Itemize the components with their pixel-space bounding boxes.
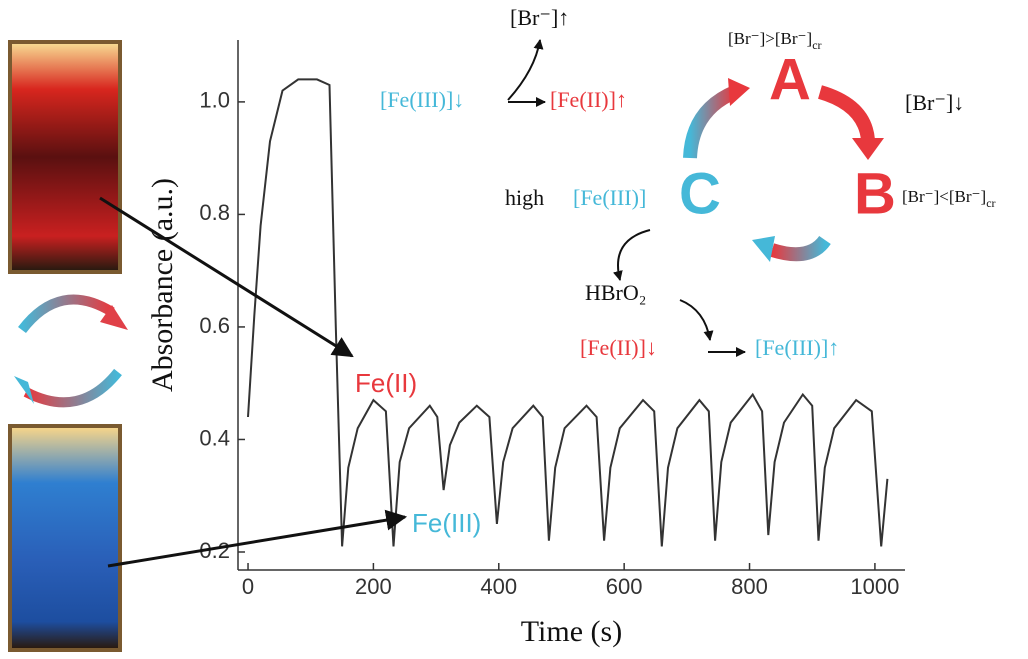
arrow-head <box>752 236 775 262</box>
cycle-arrow <box>817 85 875 142</box>
swap-arrow <box>18 294 115 334</box>
y-tick-label: 0.8 <box>199 200 230 225</box>
x-tick-label: 1000 <box>850 574 899 599</box>
x-axis-label: Time (s) <box>521 615 622 648</box>
label: [Fe(III)] <box>573 185 646 210</box>
swap-arrow <box>23 368 122 408</box>
x-tick-label: 0 <box>242 574 254 599</box>
label: high <box>505 185 544 210</box>
annotation: Fe(III) <box>412 508 481 538</box>
x-tick-label: 800 <box>731 574 768 599</box>
arrow <box>612 229 651 281</box>
node-label: C <box>679 161 721 226</box>
arrow-head <box>728 78 750 106</box>
pointer-arrow <box>99 196 354 358</box>
node-label: A <box>769 47 811 112</box>
y-tick-label: 0.4 <box>199 425 230 450</box>
label: [Fe(III)]↑ <box>755 335 839 360</box>
subscript: cr <box>986 196 995 210</box>
cycle-diagram: [Br⁻]↑ [Fe(III)]↓ [Fe(II)]↑ [Br⁻]>[Br⁻]c… <box>380 5 996 360</box>
cycle-arrow <box>683 85 738 159</box>
annotation: Fe(II) <box>355 368 417 398</box>
label: [Br⁻]<[Br⁻] <box>902 187 986 206</box>
label: HBrO₂ <box>585 280 646 305</box>
x-tick-label: 200 <box>355 574 392 599</box>
line-series <box>247 78 889 547</box>
label: [Br⁻]↓ <box>905 90 964 115</box>
label: [Br⁻]>[Br⁻] <box>728 29 812 48</box>
y-axis-label: Absorbance (a.u.) <box>146 178 179 392</box>
arrow-head <box>852 138 884 160</box>
arrow <box>507 39 544 101</box>
node-label: B <box>854 161 896 226</box>
photo-red <box>12 44 118 270</box>
y-tick-label: 0.6 <box>199 313 230 338</box>
photo-blue <box>12 428 118 648</box>
subscript: cr <box>812 38 821 52</box>
label: [Fe(III)]↓ <box>380 87 464 112</box>
arrow-head <box>100 305 128 330</box>
label: [Br⁻]<[Br⁻]cr <box>902 187 996 210</box>
x-tick-label: 400 <box>480 574 517 599</box>
cycle-arrow <box>769 235 831 262</box>
arrow-head <box>14 376 34 404</box>
pointer-arrow <box>107 509 408 568</box>
x-tick-label: 600 <box>606 574 643 599</box>
label: [Fe(II)]↓ <box>580 335 657 360</box>
arrow <box>679 299 714 341</box>
y-tick-label: 1.0 <box>199 88 230 113</box>
label: [Br⁻]↑ <box>510 5 569 30</box>
label: [Br⁻]>[Br⁻]cr <box>728 29 822 52</box>
label: [Fe(II)]↑ <box>550 87 627 112</box>
